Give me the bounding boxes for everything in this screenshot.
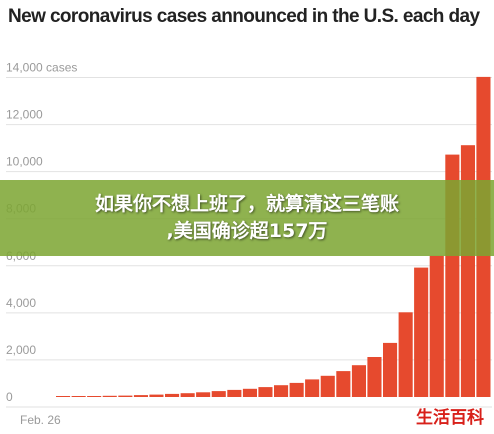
chart-title: New coronavirus cases announced in the U…	[8, 6, 480, 27]
bar	[196, 392, 211, 397]
bar	[211, 391, 226, 397]
bar	[133, 395, 148, 397]
bar	[320, 375, 335, 397]
headline-line-1: 如果你不想上班了，就算清这三笔账	[94, 193, 399, 215]
bar	[351, 365, 366, 397]
x-axis-ticks: Feb. 26	[20, 413, 61, 427]
headline-line-2: ,美国确诊超157万	[166, 220, 328, 242]
bar	[305, 379, 320, 397]
site-watermark: 生活百科	[416, 408, 484, 428]
y-tick-label: 0	[6, 390, 13, 404]
y-tick-label: 12,000	[6, 108, 43, 122]
bar	[336, 371, 351, 397]
bar	[367, 357, 382, 397]
bar	[118, 395, 133, 397]
y-tick-label: 2,000	[6, 343, 36, 357]
bar	[289, 382, 304, 397]
bar	[258, 387, 273, 397]
bar	[180, 393, 195, 397]
bar	[227, 389, 242, 397]
y-tick-label: 10,000	[6, 155, 43, 169]
bar	[398, 312, 413, 397]
y-tick-label: 4,000	[6, 296, 36, 310]
bar	[274, 385, 289, 397]
bar	[414, 267, 429, 397]
bar	[56, 396, 71, 397]
headline-banner: 如果你不想上班了，就算清这三笔账 ,美国确诊超157万	[0, 180, 494, 256]
bar	[165, 393, 180, 397]
bar	[71, 396, 86, 397]
bar	[149, 394, 164, 397]
x-tick-label: Feb. 26	[20, 413, 61, 427]
bar	[383, 342, 398, 397]
bar	[242, 388, 257, 397]
bar	[429, 255, 444, 397]
bar	[102, 395, 117, 397]
bar	[87, 396, 102, 397]
y-tick-label: 14,000 cases	[6, 61, 77, 75]
